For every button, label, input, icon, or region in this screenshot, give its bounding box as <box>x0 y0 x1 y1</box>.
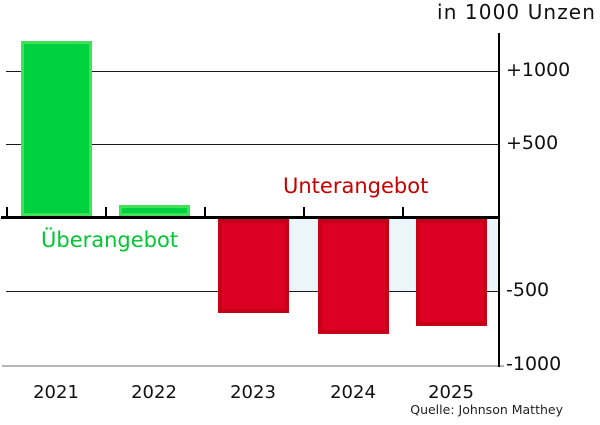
bar-2024 <box>317 219 389 334</box>
deficit-annotation: Unterangebot <box>283 174 429 198</box>
year-label-2025: 2025 <box>428 382 474 403</box>
bar-2025 <box>415 219 487 327</box>
ytick-label--1000: -1000 <box>506 352 562 375</box>
bar-2021 <box>20 41 92 216</box>
gridline-500 <box>6 144 499 145</box>
year-label-2023: 2023 <box>230 382 276 403</box>
zero-line <box>1 216 499 219</box>
surplus-annotation: Überangebot <box>41 228 179 252</box>
chart-title: in 1000 Unzen <box>437 0 596 24</box>
category-tick-3 <box>303 207 305 216</box>
ytick-label--500: -500 <box>506 279 550 301</box>
year-label-2022: 2022 <box>131 382 177 403</box>
source-credit: Quelle: Johnson Matthey <box>410 402 563 417</box>
year-label-2021: 2021 <box>33 382 79 403</box>
category-tick-2 <box>204 207 206 216</box>
ytick-label-1000: +1000 <box>506 58 571 81</box>
gridline-1000 <box>6 70 499 72</box>
bar-2022 <box>118 204 190 216</box>
x-axis-baseline <box>2 364 504 367</box>
value-axis-line <box>498 33 500 367</box>
bar-2023 <box>217 219 289 314</box>
year-label-2024: 2024 <box>330 382 376 403</box>
category-tick-4 <box>402 207 404 216</box>
category-tick-1 <box>105 207 107 216</box>
category-tick-0 <box>6 207 8 216</box>
ytick-label-500: +500 <box>506 132 559 154</box>
